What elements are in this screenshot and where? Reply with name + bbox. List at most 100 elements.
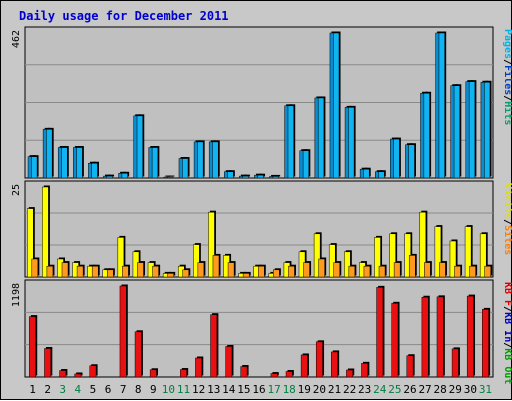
bar-sites [137,261,146,278]
bar-hits [46,127,54,179]
bar-hits [136,114,145,179]
day-label: 28 [434,383,447,396]
day-label: 19 [298,383,311,396]
bar-hits [212,140,220,179]
bar-kb-f [180,368,189,378]
bar-hits [182,157,190,179]
bar-sites [46,264,55,278]
bar-hits [106,174,115,179]
bar-visits [344,250,352,278]
bar-visits [193,243,201,278]
bar-hits [197,140,205,179]
bar-visits [27,207,35,278]
bar-kb-f [451,347,460,378]
day-label: 12 [192,383,205,396]
bar-kb-f [315,340,325,378]
legend-visits: Visits/Sites [502,183,512,255]
bar-sites [454,264,463,278]
bar-kb-f [466,294,476,378]
bar-kb-f [300,353,309,378]
bar-kb-f [285,370,294,378]
bar-kb-f [149,368,158,378]
bar-kb-f [195,356,204,378]
bar-hits [393,137,401,179]
legend-entry: KB Out [502,348,512,384]
day-label: 11 [177,383,190,396]
bar-kb-f [59,369,68,378]
max-label-kbytes: 1198 [11,283,22,307]
bar-sites [167,271,176,278]
day-label: 18 [283,383,296,396]
bar-kb-f [436,295,445,378]
day-label: 27 [418,383,431,396]
bar-sites [288,264,296,278]
bar-hits [317,96,326,179]
day-label: 24 [373,383,387,396]
bar-hits [348,105,356,179]
bar-sites [197,261,206,278]
legend-entry: KB F [502,282,512,306]
day-label: 6 [105,383,112,396]
bar-hits [151,146,160,179]
bar-hits [227,170,235,179]
day-label: 30 [464,383,477,396]
day-label: 20 [313,383,326,396]
bar-kb-f [74,372,83,378]
bar-sites [393,261,402,278]
bar-sites [378,264,387,278]
legend-entry: Hits [502,101,512,125]
day-label: 1 [29,383,36,396]
bar-kb-f [376,285,385,378]
bar-sites [363,264,372,278]
day-label: 23 [358,383,371,396]
day-label: 8 [135,383,142,396]
bar-sites [242,271,251,278]
bar-sites [122,264,130,278]
bar-hits [31,155,39,179]
day-label: 2 [44,383,51,396]
legend-entry: / [502,306,512,312]
legend-entry: / [502,219,512,225]
legend-entry: / [502,95,512,101]
bar-kb-f [391,301,400,378]
bar-hits [423,91,432,179]
bar-sites [424,261,432,278]
bar-hits [302,149,311,179]
bar-visits [328,243,337,278]
bar-hits [287,104,296,179]
bar-sites [318,257,327,278]
bar-hits [378,170,386,179]
bar-visits [208,210,216,278]
bar-hits [257,173,266,179]
bar-hits [121,171,130,179]
legend-kbytes: KB F/KB In/KB Out [502,282,512,384]
bar-hits [61,146,69,179]
bar-sites [408,253,417,278]
legend-entry: Pages [502,29,512,59]
legend-hits: Pages/Files/Hits [502,29,512,125]
bar-kb-f [210,313,219,378]
day-label: 7 [120,383,127,396]
day-label: 17 [267,383,280,396]
bar-kb-f [270,372,279,378]
legend-entry: Files [502,65,512,95]
bar-kb-f [29,315,38,378]
legend-entry: Visits [502,183,512,219]
bar-kb-f [361,361,370,378]
bar-hits [408,143,416,179]
bar-sites [469,264,478,278]
chart-title: Daily usage for December 2011 [19,9,229,23]
bar-sites [303,261,312,278]
day-label: 22 [343,383,356,396]
day-label: 31 [479,383,492,396]
bar-sites [273,268,281,278]
bar-sites [484,264,493,278]
bar-visits [434,225,443,278]
day-label: 16 [252,383,265,396]
bar-hits [438,31,447,179]
bar-kb-f [346,368,355,378]
day-label: 10 [162,383,175,396]
bar-kb-f [44,347,53,378]
